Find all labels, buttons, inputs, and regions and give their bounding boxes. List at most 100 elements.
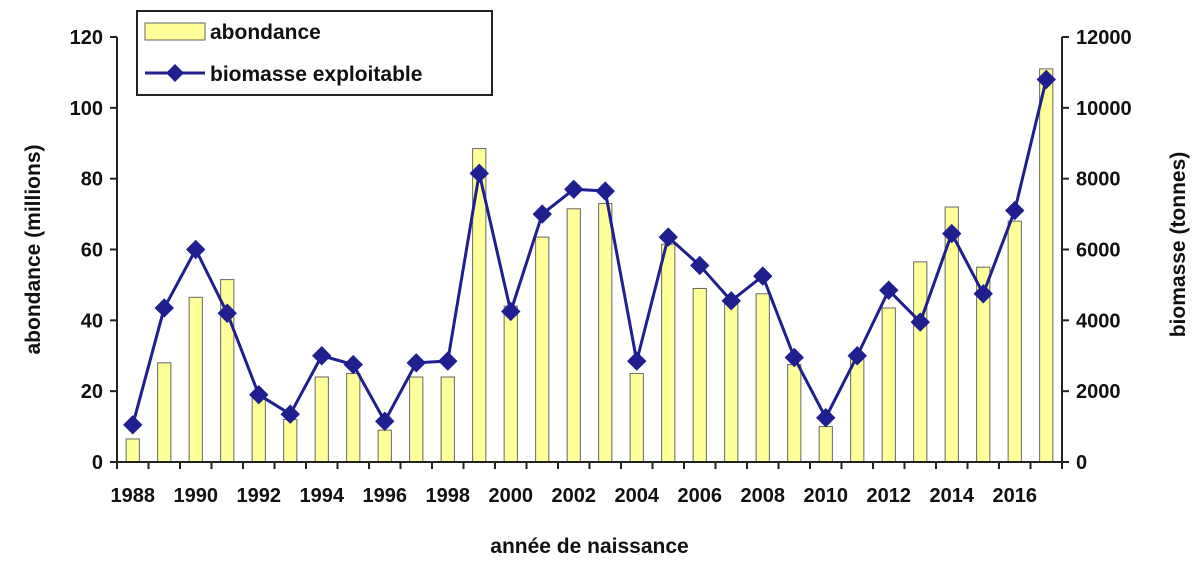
biomass-point-1993: [280, 404, 300, 424]
axes-layer: [110, 36, 1069, 469]
biomass-point-1990: [186, 239, 206, 260]
legend-swatch-marker: [166, 64, 184, 82]
x-tick-label-1998: 1998: [426, 485, 471, 507]
bar-2011: [850, 355, 865, 463]
bar-2004: [629, 372, 644, 463]
x-tick-label-2008: 2008: [741, 485, 786, 507]
x-tick-label-2002: 2002: [552, 485, 597, 507]
y2-tick-label-12000: 12000: [1076, 27, 1132, 49]
biomass-line: [131, 79, 1048, 426]
x-tick-label-1994: 1994: [300, 485, 345, 507]
bar-1990: [188, 296, 203, 463]
bar-2000: [503, 305, 518, 463]
x-tick-label-1990: 1990: [174, 485, 219, 507]
biomass-point-2001: [532, 204, 552, 224]
x-tick-label-2010: 2010: [804, 485, 849, 507]
biomass-point-2005: [658, 227, 678, 247]
legend-swatch-abondance: [144, 22, 206, 41]
biomass-point-1997: [406, 353, 426, 373]
bar-1992: [251, 397, 266, 463]
biomass-point-2012: [879, 280, 899, 300]
legend-label-abondance: abondance: [210, 21, 321, 44]
y2-tick-label-0: 0: [1076, 452, 1087, 474]
biomass-point-2015: [973, 284, 993, 304]
biomass-point-1994: [312, 346, 332, 366]
y2-tick-label-6000: 6000: [1076, 240, 1121, 262]
x-tick-label-2014: 2014: [930, 485, 975, 507]
bar-2010: [818, 426, 833, 463]
y-tick-label-40: 40: [81, 310, 103, 332]
bar-1994: [314, 376, 329, 463]
bar-1997: [409, 376, 424, 463]
x-tick-label-2012: 2012: [867, 485, 912, 507]
y2-tick-label-2000: 2000: [1076, 381, 1121, 403]
labels-layer: 0 20 40 60 80 100 120 0 2000 4000 6000 8000 10000 120…: [22, 27, 1190, 558]
biomass-point-2016: [1005, 200, 1025, 221]
biomass-point-2010: [816, 408, 836, 428]
x-tick-label-2006: 2006: [678, 485, 723, 507]
y-axis-title: abondance (millions): [22, 144, 45, 354]
biomass-point-1992: [249, 385, 269, 405]
biomass-point-2004: [627, 351, 647, 371]
biomass-point-2003: [595, 181, 615, 201]
bar-1993: [283, 419, 298, 463]
y-tick-label-120: 120: [70, 27, 103, 49]
bar-1989: [157, 362, 172, 463]
biomass-point-2002: [564, 179, 584, 199]
legend: abondance biomasse exploitable: [136, 10, 493, 96]
bar-1995: [346, 372, 361, 463]
y2-axis-title: biomasse (tonnes): [1167, 152, 1190, 338]
bar-2002: [566, 208, 581, 463]
y2-tick-label-8000: 8000: [1076, 169, 1121, 191]
biomass-point-1995: [343, 354, 363, 375]
biomass-point-2017: [1036, 69, 1056, 90]
biomass-point-1988: [123, 415, 143, 435]
y-tick-label-0: 0: [92, 452, 103, 474]
y-tick-label-60: 60: [81, 240, 103, 262]
y-tick-label-100: 100: [70, 98, 103, 120]
x-tick-label-1988: 1988: [111, 485, 156, 507]
biomass-point-2013: [910, 312, 930, 332]
biomass-point-2000: [501, 301, 521, 322]
bar-1988: [125, 438, 140, 463]
bar-2013: [913, 261, 928, 463]
bar-2003: [598, 202, 613, 463]
x-tick-label-2000: 2000: [489, 485, 534, 507]
bar-2001: [535, 236, 550, 463]
bar-2006: [692, 287, 707, 463]
bar-2012: [881, 307, 896, 463]
biomass-point-2007: [721, 291, 741, 311]
bar-2005: [661, 243, 676, 463]
legend-label-biomasse: biomasse exploitable: [210, 63, 422, 86]
biomass-point-1999: [469, 163, 489, 184]
biomass-point-2006: [690, 255, 710, 276]
biomass-point-2009: [784, 347, 804, 368]
y-tick-label-80: 80: [81, 169, 103, 191]
bar-2016: [1007, 220, 1022, 463]
x-axis-title: année de naissance: [490, 535, 688, 557]
biomass-point-2014: [942, 223, 962, 244]
biomass-point-1991: [217, 303, 237, 323]
biomass-point-1998: [438, 351, 458, 371]
bar-1998: [440, 376, 455, 463]
bar-2008: [755, 293, 770, 463]
x-tick-label-2016: 2016: [993, 485, 1038, 507]
y-tick-label-20: 20: [81, 381, 103, 403]
x-tick-label-2004: 2004: [615, 485, 660, 507]
bar-1996: [377, 429, 392, 463]
bars-layer: [125, 68, 1054, 463]
bar-2009: [787, 364, 802, 463]
biomass-point-2011: [847, 346, 867, 366]
biomass-point-1989: [154, 298, 174, 318]
biomass-point-2008: [753, 266, 773, 286]
bar-2017: [1039, 68, 1054, 463]
line-layer: [123, 69, 1056, 435]
x-tick-label-1996: 1996: [363, 485, 408, 507]
bar-2007: [724, 300, 739, 463]
x-tick-label-1992: 1992: [237, 485, 282, 507]
y2-tick-label-4000: 4000: [1076, 310, 1121, 332]
y2-tick-label-10000: 10000: [1076, 98, 1132, 120]
biomass-point-1996: [375, 411, 395, 431]
